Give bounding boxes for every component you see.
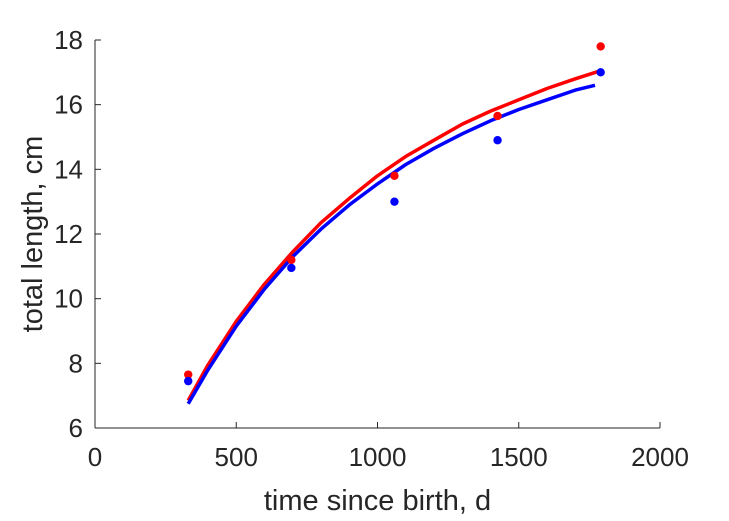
fit-curve-0 [186,69,602,402]
data-point [493,111,502,121]
x-tick-label: 0 [88,442,102,472]
x-tick-label: 500 [215,442,258,472]
y-axis-label: total length, cm [17,136,49,333]
data-point [596,68,605,77]
data-point [390,171,399,180]
y-tick-label: 12 [54,219,83,249]
x-tick-label: 1500 [490,442,548,472]
data-point [184,376,193,386]
data-points [184,42,605,386]
data-point [596,42,605,51]
y-tick-label: 8 [69,348,83,378]
y-tick-label: 14 [54,154,83,184]
y-tick-label: 10 [54,284,83,314]
data-point [390,197,399,206]
tick-labels: 0 500 1000 1500 2000 6 8 10 12 14 16 18 [54,25,689,472]
y-tick-label: 16 [54,90,83,120]
axes [94,39,661,429]
x-tick-label: 2000 [631,442,689,472]
y-tick-label: 18 [54,25,83,55]
x-axis-label: time since birth, d [264,485,491,517]
data-point [287,263,296,273]
fit-curves [186,69,602,405]
data-point [184,370,193,379]
data-point [493,136,502,145]
y-tick-label: 6 [69,413,83,443]
fit-curve-1 [186,83,596,405]
x-tick-label: 1000 [349,442,407,472]
data-point [287,255,296,265]
